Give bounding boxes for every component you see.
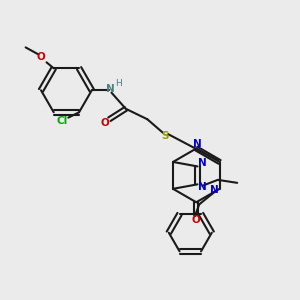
Text: N: N xyxy=(193,139,201,149)
Text: O: O xyxy=(101,118,110,128)
Text: N: N xyxy=(106,84,115,94)
Text: Cl: Cl xyxy=(56,116,68,126)
Text: O: O xyxy=(37,52,46,62)
Text: N: N xyxy=(198,182,207,192)
Text: O: O xyxy=(192,215,201,225)
Text: N: N xyxy=(198,158,207,168)
Text: H: H xyxy=(115,79,122,88)
Text: S: S xyxy=(161,131,169,141)
Text: N: N xyxy=(210,185,219,195)
